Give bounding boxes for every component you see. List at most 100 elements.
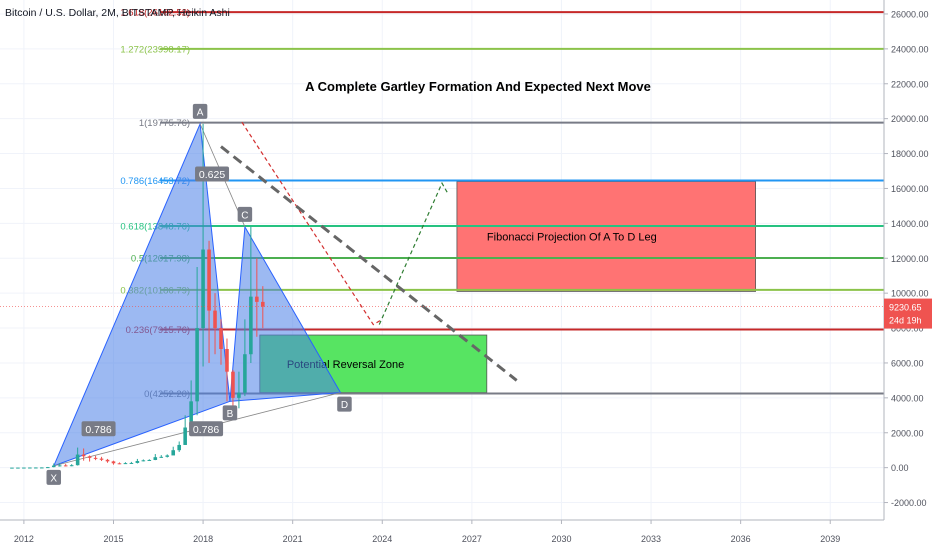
y-tick-label-11: 4000.00 xyxy=(891,393,924,403)
price-countdown: 24d 19h xyxy=(889,316,922,326)
candle-body-16 xyxy=(105,459,110,462)
pattern-xab xyxy=(52,121,231,467)
candle-body-19 xyxy=(123,463,128,465)
candle-body-29 xyxy=(183,427,187,445)
x-tick-label-4: 2024 xyxy=(372,534,392,544)
candle-body-15 xyxy=(99,458,104,460)
candle-body-13 xyxy=(87,456,92,458)
candle-body-30 xyxy=(189,401,193,428)
candle-body-22 xyxy=(141,460,146,462)
candle-body-5 xyxy=(40,467,44,469)
candle-body-32 xyxy=(201,249,205,329)
y-tick-label-14: -2000.00 xyxy=(891,498,927,508)
candle-body-11 xyxy=(75,454,80,466)
x-tick-label-1: 2015 xyxy=(103,534,123,544)
candle-body-33 xyxy=(207,249,211,311)
x-tick-label-5: 2027 xyxy=(462,534,482,544)
point-label-c: C xyxy=(241,210,248,221)
fib-label-4: 0.618(13848.76) xyxy=(120,221,190,232)
projection-green-dashed xyxy=(378,181,449,325)
pattern-bcd xyxy=(229,225,342,402)
candle-body-25 xyxy=(159,456,164,458)
candle-body-41 xyxy=(255,296,259,302)
point-label-b-bg xyxy=(222,405,238,421)
candle-body-3 xyxy=(28,467,32,469)
y-tick-label-1: 24000.00 xyxy=(891,44,929,54)
candle-body-24 xyxy=(153,457,158,460)
candle-body-12 xyxy=(81,454,86,457)
candle-body-21 xyxy=(135,461,140,463)
y-tick-label-12: 2000.00 xyxy=(891,428,924,438)
candle-body-0 xyxy=(10,467,14,469)
price-value: 9230.65 xyxy=(889,303,922,313)
x-tick-label-2: 2018 xyxy=(193,534,213,544)
candle-body-28 xyxy=(177,444,181,451)
price-badge xyxy=(884,298,932,329)
fib-label-2: 1(19775.76) xyxy=(139,118,190,129)
y-tick-label-4: 18000.00 xyxy=(891,149,929,159)
fib-label-0: 1.618(26102.52) xyxy=(120,8,190,19)
candle-body-9 xyxy=(63,465,68,467)
candle-body-36 xyxy=(225,348,229,372)
point-label-a: A xyxy=(197,107,204,118)
candle-body-7 xyxy=(51,465,56,468)
ratio-bg-1 xyxy=(81,421,116,437)
x-tick-label-7: 2033 xyxy=(641,534,661,544)
chart-title: A Complete Gartley Formation And Expecte… xyxy=(305,79,651,94)
fib-label-1: 1.272(23998.17) xyxy=(120,44,190,55)
candle-body-20 xyxy=(129,462,134,464)
x-tick-label-9: 2039 xyxy=(820,534,840,544)
point-label-b: B xyxy=(227,409,234,420)
candle-body-18 xyxy=(117,463,122,465)
point-label-c-bg xyxy=(237,206,253,222)
point-label-x-bg xyxy=(46,469,62,485)
ratio-label-0: 0.625 xyxy=(199,169,225,181)
y-tick-label-8: 10000.00 xyxy=(891,289,929,299)
candle-body-1 xyxy=(16,467,20,469)
y-tick-label-10: 6000.00 xyxy=(891,358,924,368)
candle-body-42 xyxy=(261,301,265,307)
candle-body-4 xyxy=(34,467,38,469)
candle-body-34 xyxy=(213,310,217,329)
candle-body-17 xyxy=(111,461,116,464)
candle-body-10 xyxy=(69,465,74,467)
x-tick-label-6: 2030 xyxy=(551,534,571,544)
y-tick-label-13: 0.00 xyxy=(891,463,909,473)
ratio-bg-0 xyxy=(195,166,230,182)
x-tick-label-8: 2036 xyxy=(731,534,751,544)
point-label-d-bg xyxy=(337,396,352,412)
candle-body-23 xyxy=(147,459,152,461)
candle-body-35 xyxy=(219,328,223,349)
point-label-x: X xyxy=(50,473,57,484)
ratio-label-2: 0.786 xyxy=(193,424,219,436)
projection-red-dashed xyxy=(241,121,383,326)
ratio-bg-2 xyxy=(189,421,224,437)
symbol-line: Bitcoin / U.S. Dollar, 2M, BITSTAMP, Hei… xyxy=(5,7,230,19)
y-tick-label-6: 14000.00 xyxy=(891,219,929,229)
projection-lines xyxy=(220,121,518,382)
y-tick-label-2: 22000.00 xyxy=(891,79,929,89)
zone-1 xyxy=(456,181,756,292)
annotations: X A B C D 0.625 0.786 0.786 xyxy=(46,103,352,485)
candle-body-26 xyxy=(165,455,170,457)
candle-body-6 xyxy=(45,467,50,469)
y-tick-label-3: 20000.00 xyxy=(891,114,929,124)
x-axis-bg xyxy=(0,520,884,550)
candle-body-14 xyxy=(93,457,98,459)
y-axis-bg xyxy=(884,0,932,550)
candle-body-37 xyxy=(231,371,235,398)
gartley-pattern xyxy=(52,121,342,467)
y-tick-label-5: 16000.00 xyxy=(891,184,929,194)
point-label-d: D xyxy=(341,400,348,411)
x-tick-label-3: 2021 xyxy=(283,534,303,544)
y-tick-label-7: 12000.00 xyxy=(891,254,929,264)
x-tick-label-0: 2012 xyxy=(14,534,34,544)
candle-body-39 xyxy=(243,354,247,393)
candle-body-40 xyxy=(249,296,253,355)
candle-body-31 xyxy=(195,328,199,402)
fib-label-3: 0.786(16453.72) xyxy=(120,176,190,187)
candle-body-2 xyxy=(22,467,26,469)
ratio-label-1: 0.786 xyxy=(85,424,111,436)
